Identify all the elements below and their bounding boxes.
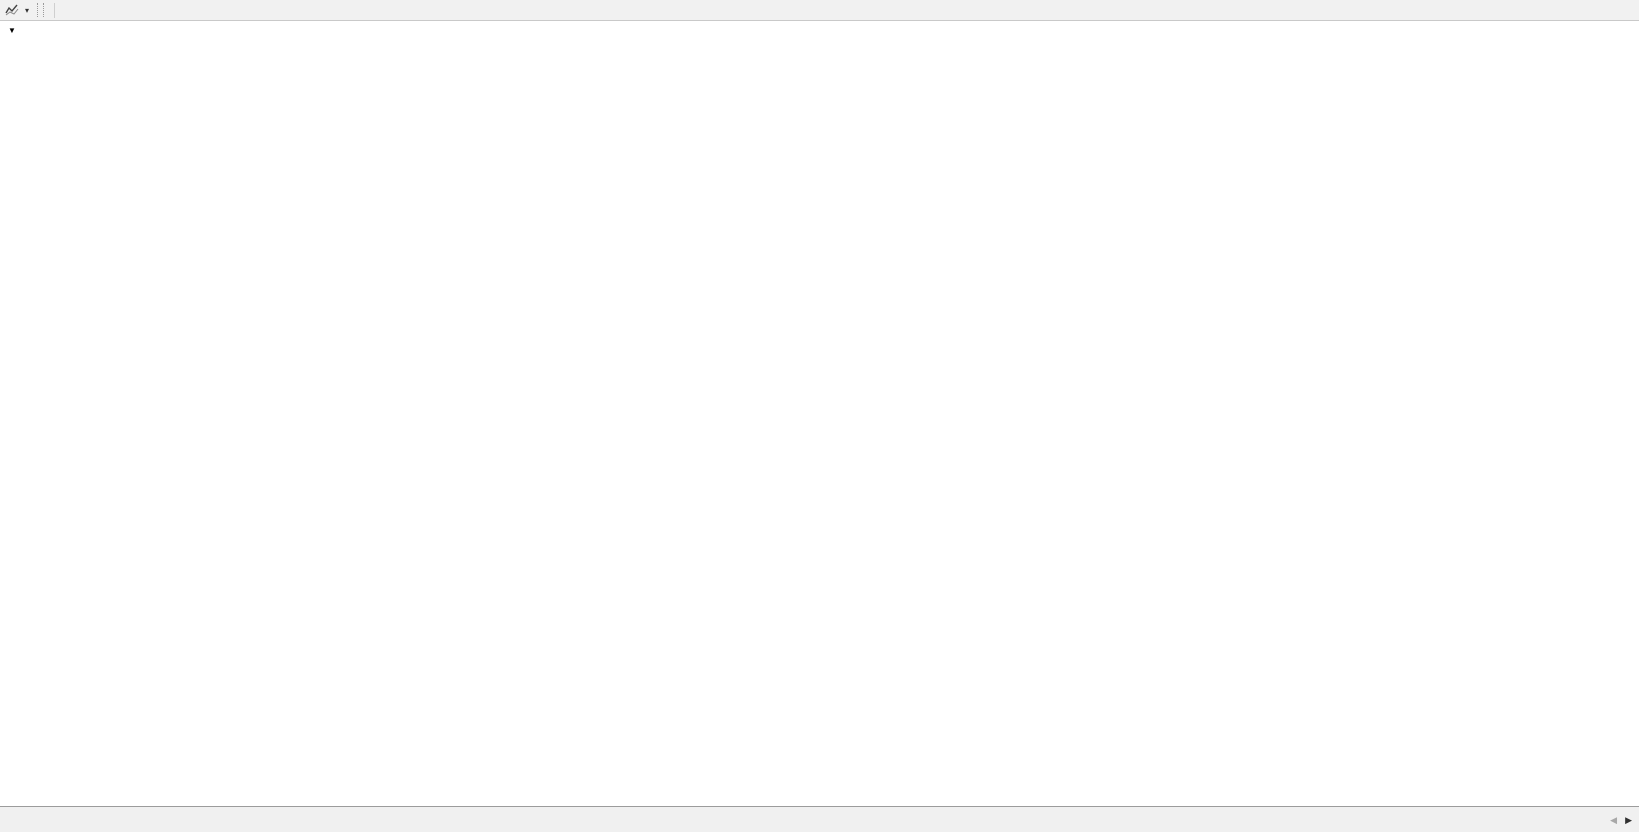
- chart-canvas[interactable]: [0, 21, 1639, 806]
- toolbar-grip: [37, 3, 44, 17]
- chart-tab-bar: ◀ ▶: [0, 806, 1639, 832]
- chart-window: ▼: [0, 21, 1639, 806]
- chevron-down-icon[interactable]: ▾: [24, 5, 29, 15]
- chart-title: ▼: [8, 25, 29, 37]
- tab-scroll-arrows: ◀ ▶: [1602, 807, 1636, 832]
- chart-collapse-icon[interactable]: ▼: [8, 26, 16, 35]
- toolbar: ▾: [0, 0, 1639, 21]
- chart-indicator-icon[interactable]: [3, 2, 21, 18]
- tab-scroll-right-icon[interactable]: ▶: [1625, 814, 1632, 825]
- tab-scroll-left-icon[interactable]: ◀: [1610, 814, 1618, 825]
- chart-tabs: [0, 807, 26, 832]
- toolbar-separator: [54, 2, 55, 18]
